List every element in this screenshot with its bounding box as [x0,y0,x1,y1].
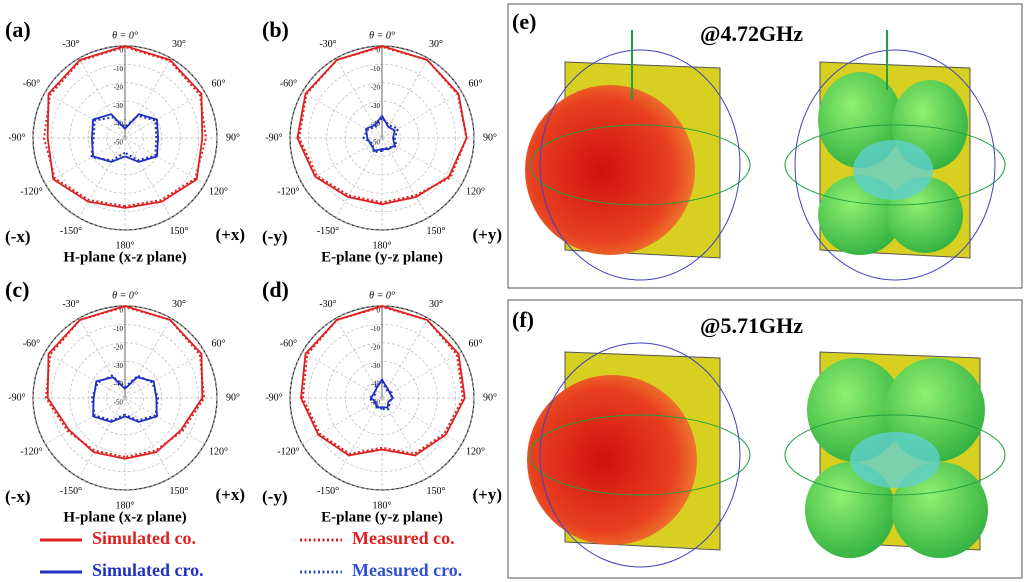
angle-label: -60° [23,338,40,349]
angle-label: -30° [319,299,336,310]
angle-label: 150° [170,486,189,497]
panel-label: (a) [5,17,31,42]
angle-label: 30° [172,39,186,50]
angle-label: 30° [429,39,443,50]
polar-chart: 0-10-20-30-40-50θ = 0°30°60°90°120°150°1… [5,277,245,525]
angle-label: 30° [172,299,186,310]
frequency-label: @5.71GHz [700,313,803,338]
chart-title: H-plane (x-z plane) [63,249,186,265]
side-label: (+y) [472,485,502,504]
angle-label: -150° [60,226,82,237]
r-tick-label: -20 [371,343,381,351]
angle-label: -120° [20,186,42,197]
lobe-core [850,432,940,488]
angle-label: -30° [319,39,336,50]
r-tick-label: -20 [114,343,124,351]
panel-f: (f) @5.71GHz [508,300,1022,578]
legend-label: Simulated co. [92,528,196,548]
r-tick-label: -30 [114,362,124,370]
panel-label: (e) [512,9,536,34]
angle-label: 60° [469,338,483,349]
panel-e: (e) @4.72GHz [508,4,1022,288]
side-label: (-x) [5,227,30,246]
angle-label: 60° [469,78,483,89]
angle-label: -60° [23,78,40,89]
frequency-label: @4.72GHz [700,21,803,46]
side-label: (-x) [5,487,30,506]
side-label: (-y) [262,227,287,246]
side-label: (+x) [215,225,245,244]
angle-label: -60° [280,78,297,89]
r-tick-label: -30 [371,102,381,110]
angle-label: 90° [483,132,497,143]
angle-label: 30° [429,299,443,310]
r-tick-label: -10 [371,325,381,333]
lobe-core [853,140,933,200]
angle-label: 150° [427,486,446,497]
sphere [525,85,695,255]
side-label: (+y) [472,225,502,244]
chart-title: E-plane (y-z plane) [321,509,443,525]
angle-label: 120° [466,446,485,457]
r-tick-label: -10 [371,65,381,73]
figure: (e) @4.72GHz (f) @5.71GHz 0-10-20-30-40-… [0,0,1025,582]
angle-label: 90° [226,392,240,403]
angle-label: 120° [209,446,228,457]
side-label: (-y) [262,487,287,506]
angle-label: -120° [277,186,299,197]
angle-label: -30° [62,39,79,50]
angle-label: 120° [466,186,485,197]
angle-label: 150° [427,226,446,237]
polar-chart: 0-10-20-30-40-50θ = 0°30°60°90°120°150°1… [5,17,245,265]
angle-label: -120° [20,446,42,457]
angle-label: -150° [317,486,339,497]
side-label: (+x) [215,485,245,504]
angle-label: 60° [212,78,226,89]
angle-label: -90° [265,392,282,403]
angle-label: -30° [62,299,79,310]
angle-label: -150° [317,226,339,237]
polar-chart: 0-10-20-30-40-50θ = 0°30°60°90°120°150°1… [262,17,502,265]
angle-label: 150° [170,226,189,237]
legend-label: Measured co. [352,528,455,548]
panel-label: (f) [512,307,534,332]
angle-label: 90° [226,132,240,143]
r-tick-label: -20 [371,83,381,91]
angle-label: θ = 0° [369,290,395,301]
angle-label: -90° [8,132,25,143]
panel-label: (c) [5,277,29,302]
angle-label: -90° [8,392,25,403]
angle-label: 120° [209,186,228,197]
angle-label: -60° [280,338,297,349]
panel-label: (d) [262,277,289,302]
r-tick-label: -30 [371,362,381,370]
r-tick-label: -10 [114,65,124,73]
chart-title: E-plane (y-z plane) [321,249,443,265]
polar-chart: 0-10-20-30-40-50θ = 0°30°60°90°120°150°1… [262,277,502,525]
r-tick-label: -10 [114,325,124,333]
legend-label: Simulated cro. [92,560,204,580]
angle-label: -120° [277,446,299,457]
angle-label: -90° [265,132,282,143]
angle-label: θ = 0° [369,30,395,41]
angle-label: 60° [212,338,226,349]
angle-label: 90° [483,392,497,403]
angle-label: -150° [60,486,82,497]
r-tick-label: -30 [114,102,124,110]
angle-label: θ = 0° [112,290,138,301]
chart-title: H-plane (x-z plane) [63,509,186,525]
panel-label: (b) [262,17,289,42]
r-tick-label: -20 [114,83,124,91]
legend-label: Measured cro. [352,560,462,580]
angle-label: θ = 0° [112,30,138,41]
